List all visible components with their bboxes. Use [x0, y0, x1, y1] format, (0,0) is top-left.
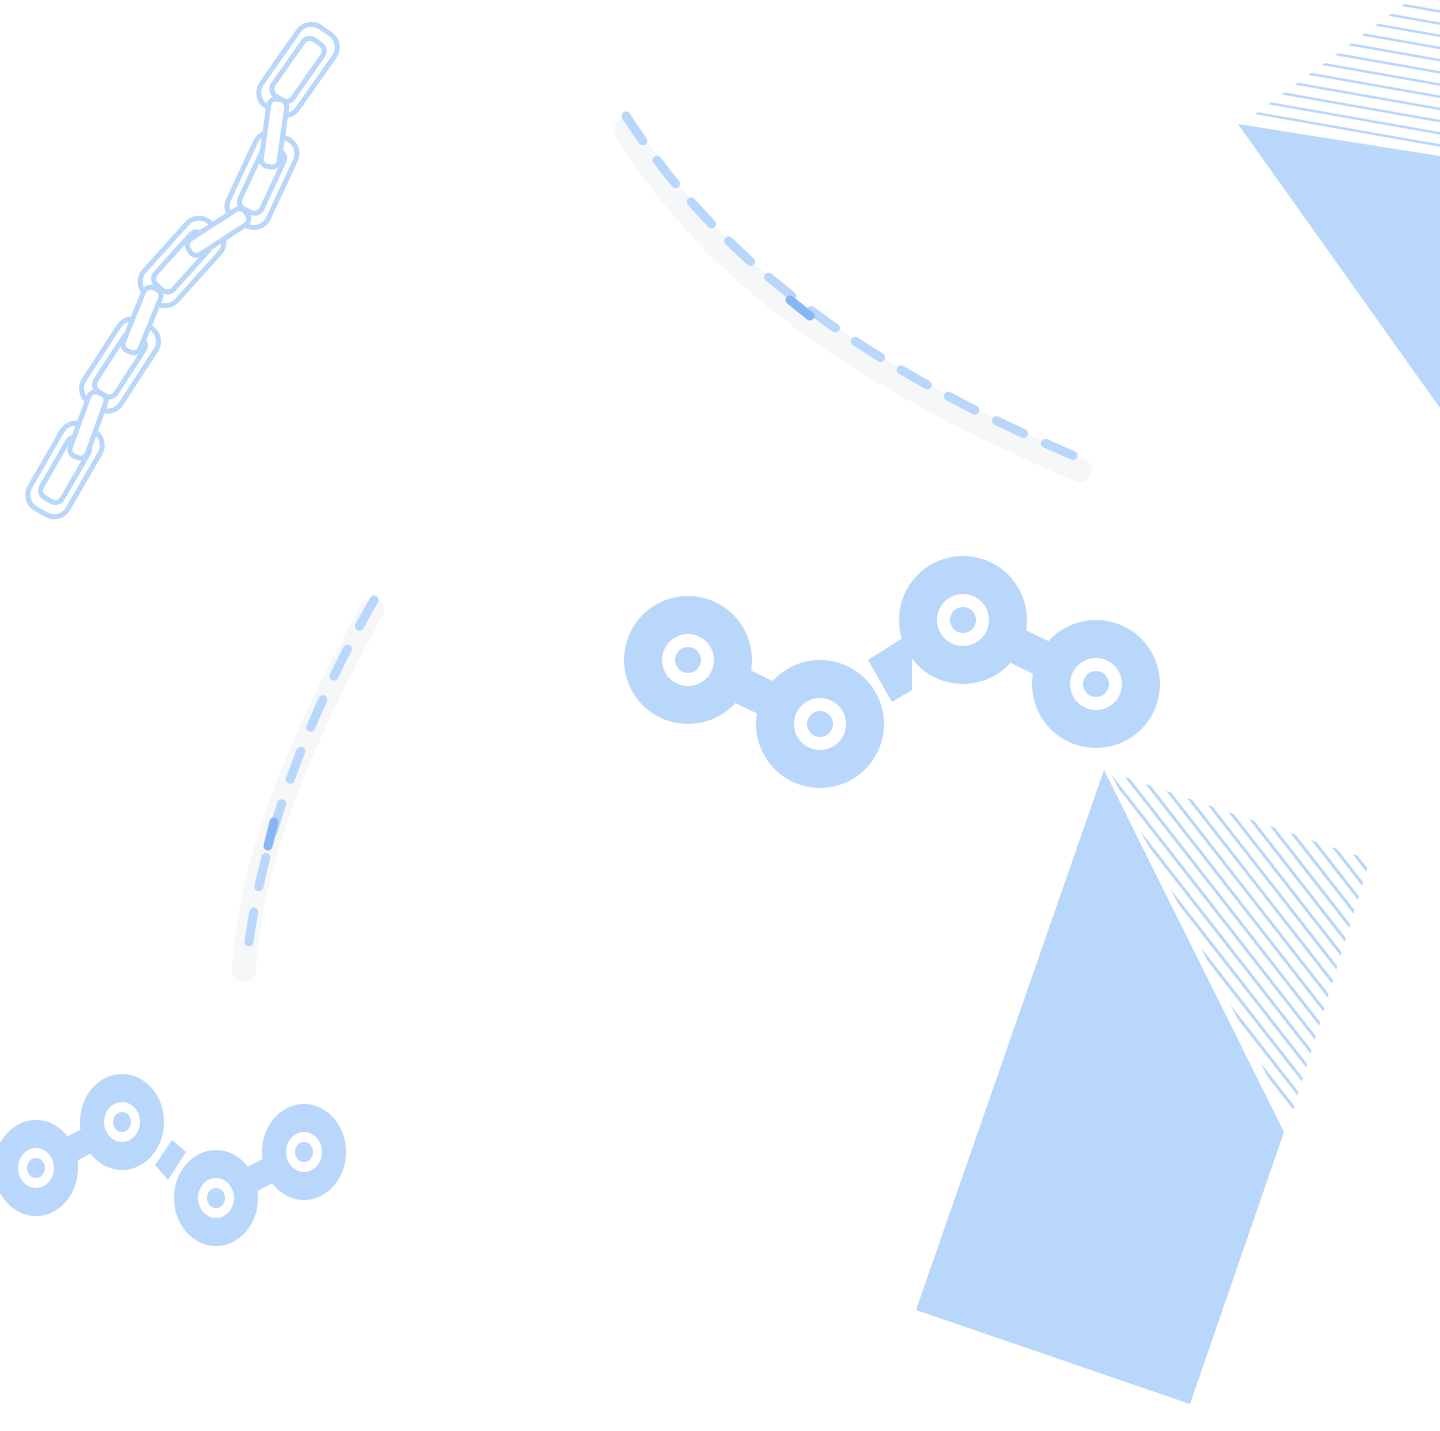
roller-chain-icon [0, 1074, 346, 1246]
roller-chain-icon [624, 542, 1160, 788]
dashed-path-icon [232, 595, 384, 982]
chain-links-icon [25, 21, 340, 520]
dashed-path-icon [614, 111, 1092, 482]
striped-shard-icon [916, 770, 1370, 1404]
striped-shard-icon [1238, 0, 1440, 408]
